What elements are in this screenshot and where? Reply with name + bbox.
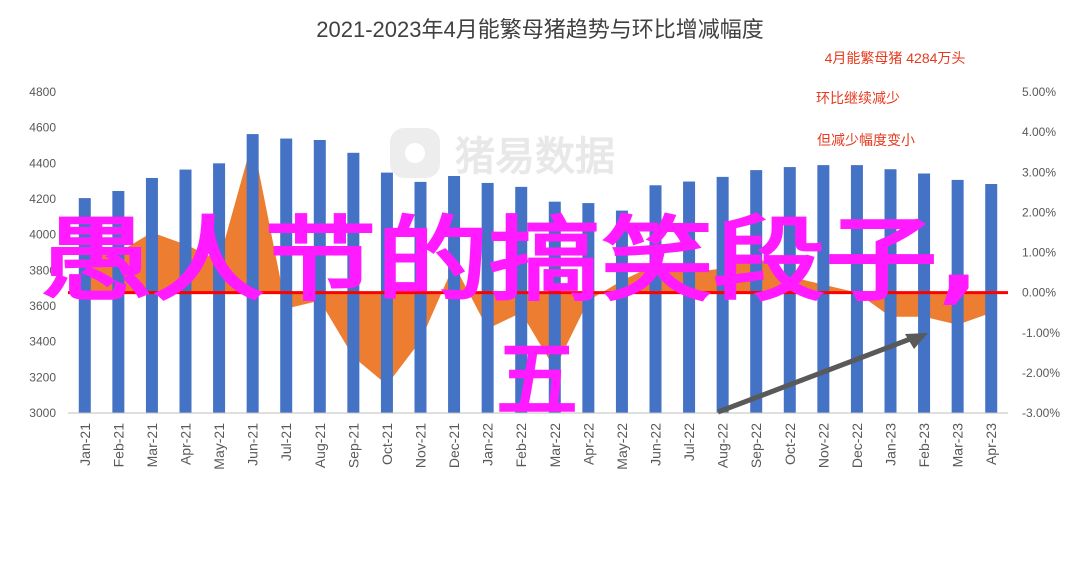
bar-Mar-21 — [145, 177, 158, 413]
left-y-tick-label: 4000 — [29, 228, 56, 242]
annotation-2: 环比继续减少 — [816, 90, 900, 106]
right-y-tick-label: 1.00% — [1022, 246, 1056, 260]
watermark-text: 猪易数据 — [455, 135, 615, 179]
x-tick-label: Jan-22 — [480, 423, 496, 466]
x-tick-label: Oct-21 — [379, 423, 395, 465]
bar-Jun-21 — [246, 134, 259, 413]
right-y-tick-label: 4.00% — [1022, 125, 1056, 139]
x-tick-label: May-22 — [614, 423, 630, 470]
x-tick-label: Sep-22 — [748, 423, 764, 468]
bar-Apr-22 — [582, 203, 595, 413]
bar-Feb-22 — [515, 186, 528, 413]
bar-Dec-21 — [448, 175, 461, 413]
left-y-tick-label: 4200 — [29, 192, 56, 206]
left-y-tick-label: 3000 — [29, 406, 56, 420]
x-tick-label: Jun-22 — [648, 423, 664, 466]
x-tick-label: Mar-21 — [144, 423, 160, 468]
bar-Jan-22 — [481, 182, 494, 413]
x-tick-label: Mar-22 — [547, 423, 563, 468]
x-tick-label: Oct-22 — [782, 423, 798, 465]
x-tick-label: Apr-21 — [178, 423, 194, 465]
watermark: 猪易数据 — [390, 128, 615, 179]
x-tick-label: Aug-22 — [715, 423, 731, 468]
left-y-tick-label: 3400 — [29, 335, 56, 349]
left-y-tick-label: 3800 — [29, 263, 56, 277]
bar-Aug-22 — [716, 176, 729, 413]
x-tick-label: Sep-21 — [345, 423, 361, 468]
x-tick-label: Apr-23 — [983, 423, 999, 465]
left-y-tick-label: 4600 — [29, 121, 56, 135]
bar-Jul-22 — [683, 181, 696, 413]
left-y-tick-label: 3200 — [29, 370, 56, 384]
bar-Sep-21 — [347, 152, 360, 414]
x-tick-label: Mar-23 — [950, 423, 966, 468]
x-tick-label: Feb-23 — [916, 423, 932, 468]
bar-Jan-21 — [78, 198, 91, 413]
x-tick-label: Feb-21 — [110, 423, 126, 468]
bar-May-22 — [615, 210, 628, 413]
right-y-tick-label: 3.00% — [1022, 165, 1056, 179]
right-y-tick-label: 2.00% — [1022, 205, 1056, 219]
x-tick-label: Dec-22 — [849, 423, 865, 468]
bar-Apr-23 — [985, 184, 998, 413]
right-y-tick-label: -3.00% — [1022, 406, 1060, 420]
x-tick-label: Jan-21 — [77, 423, 93, 466]
x-axis-ticks: Jan-21 Feb-21 Mar-21 Apr-21 May-21 Jun-21 Jul-… — [77, 423, 999, 470]
right-y-tick-label: 5.00% — [1022, 85, 1056, 99]
x-tick-label: Nov-22 — [815, 423, 831, 468]
trend-arrow — [717, 333, 928, 415]
bar-Aug-21 — [313, 139, 326, 413]
x-tick-label: Jul-21 — [278, 423, 294, 461]
chart-title: 2021-2023年4月能繁母猪趋势与环比增减幅度 — [316, 17, 763, 42]
bar-Oct-22 — [783, 167, 796, 413]
bar-Feb-21 — [112, 190, 125, 413]
x-tick-label: Nov-21 — [413, 423, 429, 468]
left-y-tick-label: 4400 — [29, 156, 56, 170]
right-y-tick-label: 0.00% — [1022, 286, 1056, 300]
bar-Jan-23 — [884, 169, 897, 413]
annotation-1: 4月能繁母猪 4284万头 — [825, 50, 966, 66]
bar-Jul-21 — [280, 138, 293, 414]
x-tick-label: Jul-22 — [681, 423, 697, 461]
bar-Nov-21 — [414, 181, 427, 413]
right-y-tick-label: -1.00% — [1022, 326, 1060, 340]
bar-Nov-22 — [817, 165, 830, 413]
bar-May-21 — [213, 163, 226, 413]
right-y-tick-label: -2.00% — [1022, 366, 1060, 380]
bar-Mar-23 — [951, 179, 964, 413]
change-area-series — [84, 140, 992, 385]
x-tick-label: Aug-21 — [312, 423, 328, 468]
x-tick-label: Feb-22 — [513, 423, 529, 468]
x-tick-label: Jan-23 — [883, 423, 899, 466]
left-y-tick-label: 3600 — [29, 299, 56, 313]
bar-Jun-22 — [649, 185, 662, 413]
annotation-3: 但减少幅度变小 — [817, 132, 915, 148]
bar-Dec-22 — [850, 165, 863, 413]
change-area — [84, 140, 992, 385]
bar-Mar-22 — [548, 201, 561, 413]
right-y-axis: -3.00% -2.00% -1.00% 0.00% 1.00% 2.00% 3.00% 4.… — [1022, 85, 1060, 420]
x-tick-label: Dec-21 — [446, 423, 462, 468]
x-tick-label: May-21 — [211, 423, 227, 470]
x-tick-label: Apr-22 — [580, 423, 596, 465]
left-y-tick-label: 4800 — [29, 85, 56, 99]
left-y-axis: 3000 3200 3400 3600 3800 4000 4200 4400 4600 4800 — [29, 85, 56, 420]
x-tick-label: Jun-21 — [245, 423, 261, 466]
